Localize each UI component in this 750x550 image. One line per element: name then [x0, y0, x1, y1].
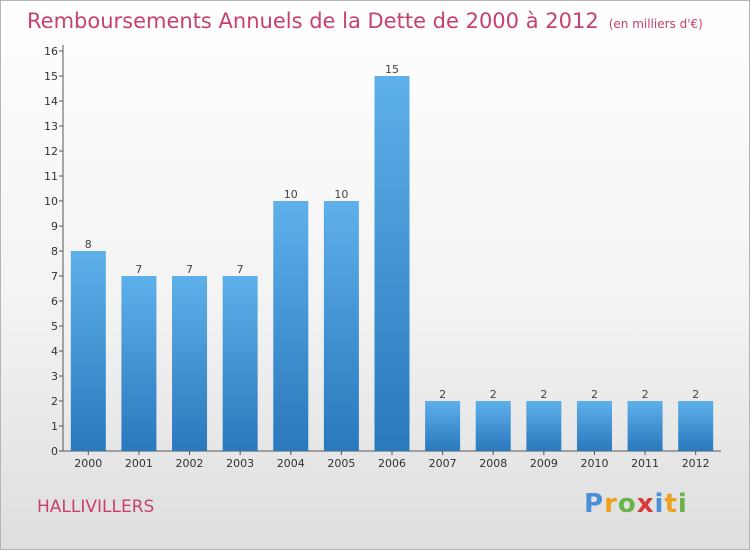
x-tick-label: 2003 [226, 457, 254, 470]
data-label: 2 [591, 388, 598, 401]
y-tick-label: 0 [51, 445, 58, 458]
chart-title-text: Remboursements Annuels de la Dette de 20… [27, 9, 599, 33]
chart-subtitle: (en milliers d'€) [608, 17, 703, 31]
data-label: 2 [642, 388, 649, 401]
bar [121, 276, 157, 451]
data-label: 2 [540, 388, 547, 401]
logo-letter: t [664, 489, 678, 519]
bar [222, 276, 258, 451]
logo-letter: i [654, 489, 665, 519]
logo-letter: o [617, 489, 637, 519]
logo-letter: i [677, 489, 688, 519]
data-labels: 8 7 7 7 10 10 15 2 2 2 2 2 2 [85, 63, 699, 401]
bar [475, 401, 511, 451]
logo-letter: P [584, 489, 605, 519]
y-tick-label: 11 [44, 170, 58, 183]
data-label: 7 [135, 263, 142, 276]
bars [70, 76, 714, 451]
proxiti-logo: Proxiti [584, 489, 688, 519]
y-tick-label: 5 [51, 320, 58, 333]
data-label: 7 [237, 263, 244, 276]
data-label: 15 [385, 63, 399, 76]
y-tick-label: 8 [51, 245, 58, 258]
bar [425, 401, 461, 451]
y-tick-label: 3 [51, 370, 58, 383]
y-tick-label: 10 [44, 195, 58, 208]
bar [576, 401, 612, 451]
bar [526, 401, 562, 451]
x-tick-label: 2010 [580, 457, 608, 470]
x-tick-label: 2005 [327, 457, 355, 470]
bar [70, 251, 106, 451]
bar [627, 401, 663, 451]
x-tick-label: 2002 [176, 457, 204, 470]
x-tick-label: 2007 [429, 457, 457, 470]
bar [374, 76, 410, 451]
x-tick-label: 2012 [682, 457, 710, 470]
y-tick-label: 4 [51, 345, 58, 358]
bar [172, 276, 208, 451]
bar [273, 201, 309, 451]
y-tick-label: 13 [44, 120, 58, 133]
x-tick-label: 2006 [378, 457, 406, 470]
y-tick-label: 14 [44, 95, 58, 108]
x-tick-label: 2000 [74, 457, 102, 470]
data-label: 8 [85, 238, 92, 251]
commune-name: HALLIVILLERS [37, 497, 155, 517]
logo-letter: r [604, 489, 618, 519]
data-label: 2 [490, 388, 497, 401]
data-label: 7 [186, 263, 193, 276]
chart-title: Remboursements Annuels de la Dette de 20… [27, 9, 703, 33]
y-tick-label: 7 [51, 270, 58, 283]
bar [323, 201, 359, 451]
x-tick-label: 2008 [479, 457, 507, 470]
y-tick-label: 9 [51, 220, 58, 233]
y-tick-label: 16 [44, 45, 58, 58]
y-tick-label: 6 [51, 295, 58, 308]
data-label: 2 [692, 388, 699, 401]
data-label: 10 [284, 188, 298, 201]
bar [678, 401, 714, 451]
data-label: 10 [334, 188, 348, 201]
y-tick-label: 15 [44, 70, 58, 83]
y-tick-label: 2 [51, 395, 58, 408]
data-label: 2 [439, 388, 446, 401]
y-tick-label: 12 [44, 145, 58, 158]
x-tick-label: 2011 [631, 457, 659, 470]
y-tick-label: 1 [51, 420, 58, 433]
logo-letter: x [636, 489, 655, 519]
x-tick-label: 2001 [125, 457, 153, 470]
x-tick-label: 2009 [530, 457, 558, 470]
x-tick-label: 2004 [277, 457, 305, 470]
